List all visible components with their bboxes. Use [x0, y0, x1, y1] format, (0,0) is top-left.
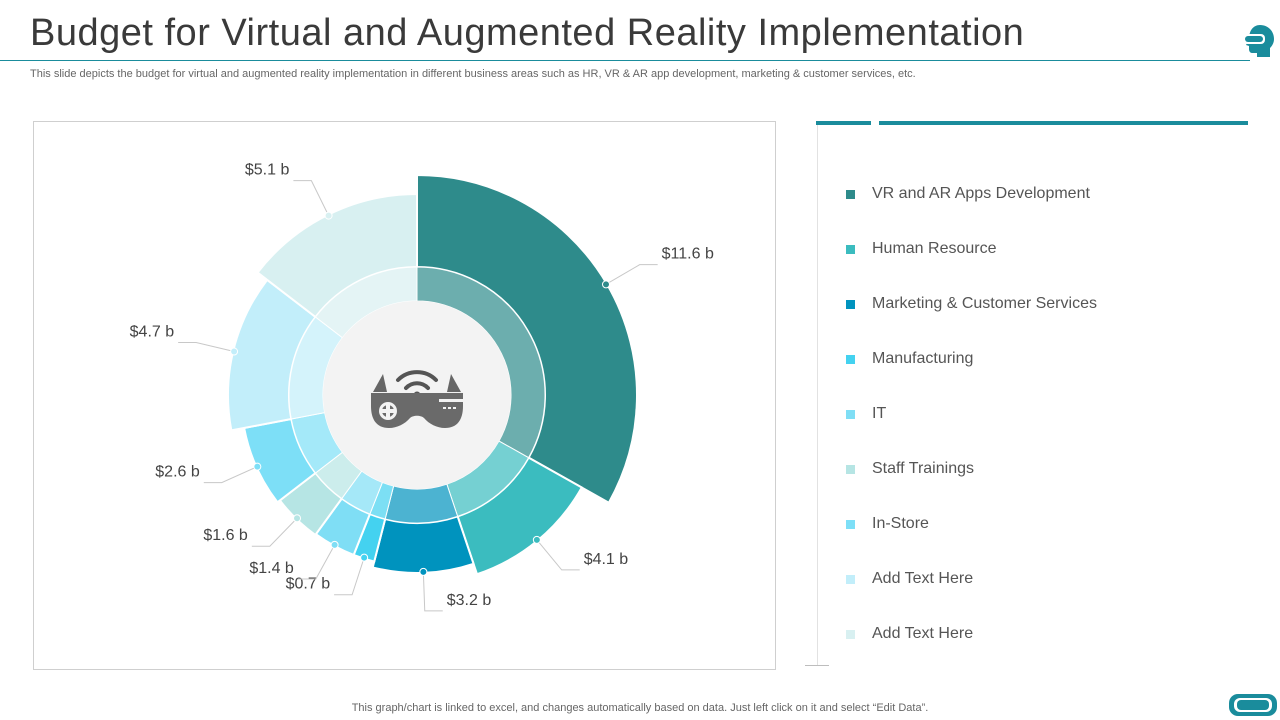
legend-item: IT — [846, 400, 1266, 455]
vr-head-icon — [1243, 25, 1274, 57]
legend-item: Marketing & Customer Services — [846, 290, 1266, 345]
data-label-3: $0.7 b — [286, 576, 331, 593]
legend-item: Manufacturing — [846, 345, 1266, 400]
page-title: Budget for Virtual and Augmented Reality… — [30, 12, 1025, 54]
leader-dot-0 — [602, 280, 611, 289]
leader-dot-4 — [330, 540, 339, 549]
leader-dot-1 — [532, 535, 541, 544]
legend-swatch — [846, 190, 855, 199]
legend-label: Staff Trainings — [872, 460, 974, 477]
leader-line-3 — [334, 557, 365, 596]
leader-line-1 — [536, 539, 580, 571]
legend-item: In-Store — [846, 510, 1266, 565]
data-label-6: $2.6 b — [155, 464, 200, 481]
legend-swatch — [846, 410, 855, 419]
data-label-8: $5.1 b — [245, 162, 290, 179]
legend-label: Human Resource — [872, 240, 997, 257]
leader-line-2 — [422, 571, 443, 612]
data-label-2: $3.2 b — [447, 592, 492, 609]
leader-dot-8 — [324, 211, 333, 220]
legend-label: Manufacturing — [872, 350, 974, 367]
vr-glasses-wifi-icon — [371, 370, 463, 428]
legend-label: VR and AR Apps Development — [872, 185, 1090, 202]
inner-ring-slice-2 — [384, 483, 459, 524]
legend-header-bar — [879, 121, 1248, 125]
pie-slice-marketing-customer-services-2[interactable] — [371, 515, 475, 574]
data-label-0: $11.6 b — [662, 246, 714, 263]
legend-swatch — [846, 630, 855, 639]
legend-swatch — [846, 355, 855, 364]
leader-dot-2 — [419, 567, 428, 576]
leader-dot-3 — [360, 553, 369, 562]
slide-description: This slide depicts the budget for virtua… — [30, 68, 916, 80]
data-label-4: $1.4 b — [249, 560, 294, 577]
leader-line-8 — [293, 180, 330, 216]
chart-legend: VR and AR Apps Development Human Resource… — [846, 180, 1266, 675]
legend-swatch — [846, 520, 855, 529]
legend-label: Marketing & Customer Services — [872, 295, 1097, 312]
legend-item: Add Text Here — [846, 620, 1266, 675]
leader-line-7 — [178, 342, 235, 353]
data-label-1: $4.1 b — [584, 551, 629, 568]
legend-item: Human Resource — [846, 235, 1266, 290]
legend-item: Add Text Here — [846, 565, 1266, 620]
leader-dot-6 — [253, 462, 262, 471]
donut-chart[interactable]: $11.6 b $4.1 b $3.2 b $0.7 b$1.4 b$1.6 b $2.… — [34, 122, 775, 669]
legend-label: Add Text Here — [872, 570, 974, 587]
legend-item: VR and AR Apps Development — [846, 180, 1266, 235]
legend-swatch — [846, 300, 855, 309]
leader-line-4 — [297, 544, 336, 580]
data-label-7: $4.7 b — [130, 324, 175, 341]
data-label-5: $1.6 b — [203, 527, 248, 544]
leader-line-5 — [251, 517, 298, 547]
legend-accent-bar — [816, 121, 871, 125]
vr-goggles-icon — [1229, 694, 1277, 716]
legend-divider — [817, 125, 818, 665]
chart-panel: $11.6 b $4.1 b $3.2 b $0.7 b $1.4 b $1.6 b $2.… — [33, 121, 776, 670]
legend-label: IT — [872, 405, 887, 422]
legend-item: Staff Trainings — [846, 455, 1266, 510]
leader-line-0 — [605, 264, 658, 285]
legend-label: In-Store — [872, 515, 929, 532]
leader-dot-7 — [230, 347, 239, 356]
leader-dot-5 — [293, 514, 302, 523]
legend-swatch — [846, 245, 855, 254]
title-divider — [0, 60, 1250, 61]
legend-divider-tick — [805, 665, 829, 666]
leader-line-6 — [203, 466, 258, 484]
legend-swatch — [846, 575, 855, 584]
legend-swatch — [846, 465, 855, 474]
footer-note: This graph/chart is linked to excel, and… — [351, 702, 929, 714]
legend-label: Add Text Here — [872, 625, 974, 642]
